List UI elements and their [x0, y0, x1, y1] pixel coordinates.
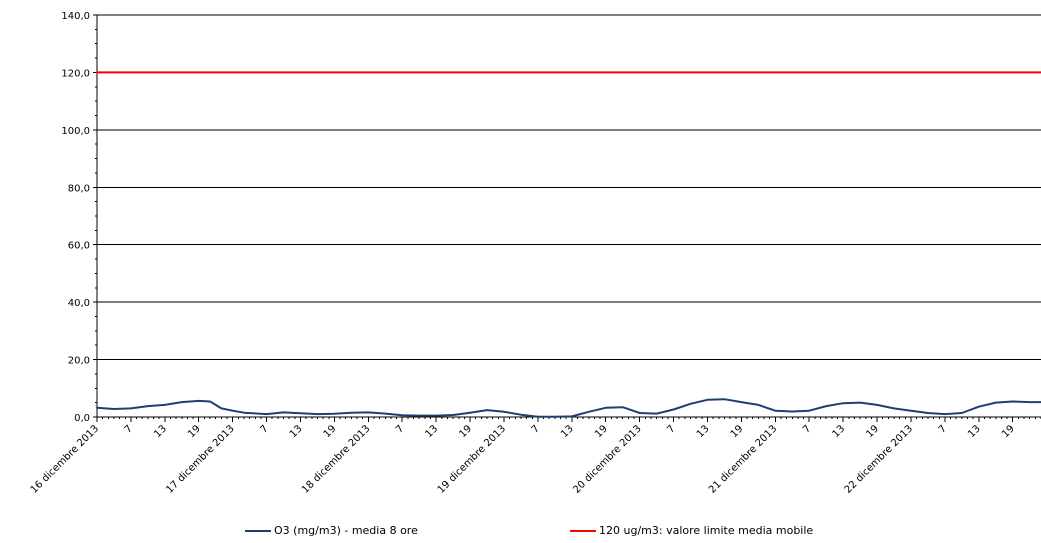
x-tick-label: 19 — [864, 423, 881, 440]
x-tick-label: 20 dicembre 2013 — [571, 423, 643, 495]
legend: O3 (mg/m3) - media 8 ore 120 ug/m3: valo… — [0, 524, 1041, 542]
x-tick-label: 7 — [665, 423, 677, 435]
x-tick-label: 13 — [830, 423, 847, 440]
x-tick-label: 19 — [593, 423, 610, 440]
x-tick-label: 7 — [258, 423, 270, 435]
series-line-o3 — [96, 398, 1041, 418]
x-tick-label: 22 dicembre 2013 — [843, 423, 915, 495]
y-tick-label: 40,0 — [68, 298, 90, 309]
legend-swatch-o3 — [245, 529, 271, 532]
series-lines — [96, 71, 1041, 418]
legend-item-limit: 120 ug/m3: valore limite media mobile — [570, 524, 813, 537]
x-tick-label: 13 — [288, 423, 305, 440]
legend-item-o3: O3 (mg/m3) - media 8 ore — [245, 524, 418, 537]
x-tick-label: 13 — [152, 423, 169, 440]
x-tick-label: 7 — [394, 423, 406, 435]
legend-swatch-limit — [570, 529, 596, 532]
x-tick-label: 21 dicembre 2013 — [707, 423, 779, 495]
x-tick-label: 13 — [695, 423, 712, 440]
x-tick-label: 19 dicembre 2013 — [436, 423, 508, 495]
y-tick-label: 100,0 — [61, 126, 90, 137]
y-tick-label: 60,0 — [68, 241, 90, 252]
gridlines — [97, 14, 1041, 418]
x-tick-label: 19 — [322, 423, 339, 440]
x-tick-label: 19 — [457, 423, 474, 440]
x-tick-label: 7 — [530, 423, 542, 435]
x-tick-label: 7 — [937, 423, 949, 435]
x-tick-label: 13 — [966, 423, 983, 440]
x-tick-label: 19 — [1000, 423, 1017, 440]
x-tick-label: 7 — [123, 423, 135, 435]
x-tick-label: 17 dicembre 2013 — [164, 423, 236, 495]
x-tick-label: 19 — [729, 423, 746, 440]
x-tick-label: 18 dicembre 2013 — [300, 423, 372, 495]
legend-label-o3: O3 (mg/m3) - media 8 ore — [274, 524, 418, 537]
x-tick-label: 19 — [186, 423, 203, 440]
y-tick-label: 20,0 — [68, 356, 90, 367]
x-tick-label: 13 — [424, 423, 441, 440]
x-tick-label: 13 — [559, 423, 576, 440]
y-tick-label: 0,0 — [74, 413, 90, 424]
y-axis-ticks: 0,0 20,0 40,0 60,0 80,0 100,0 120,0 140,0 — [61, 11, 97, 424]
x-tick-label: 16 dicembre 2013 — [29, 423, 101, 495]
legend-label-limit: 120 ug/m3: valore limite media mobile — [599, 524, 814, 537]
y-tick-label: 120,0 — [61, 68, 90, 79]
axes — [96, 15, 1041, 418]
x-tick-label: 7 — [801, 423, 813, 435]
y-tick-label: 140,0 — [61, 11, 90, 22]
y-tick-label: 80,0 — [68, 183, 90, 194]
